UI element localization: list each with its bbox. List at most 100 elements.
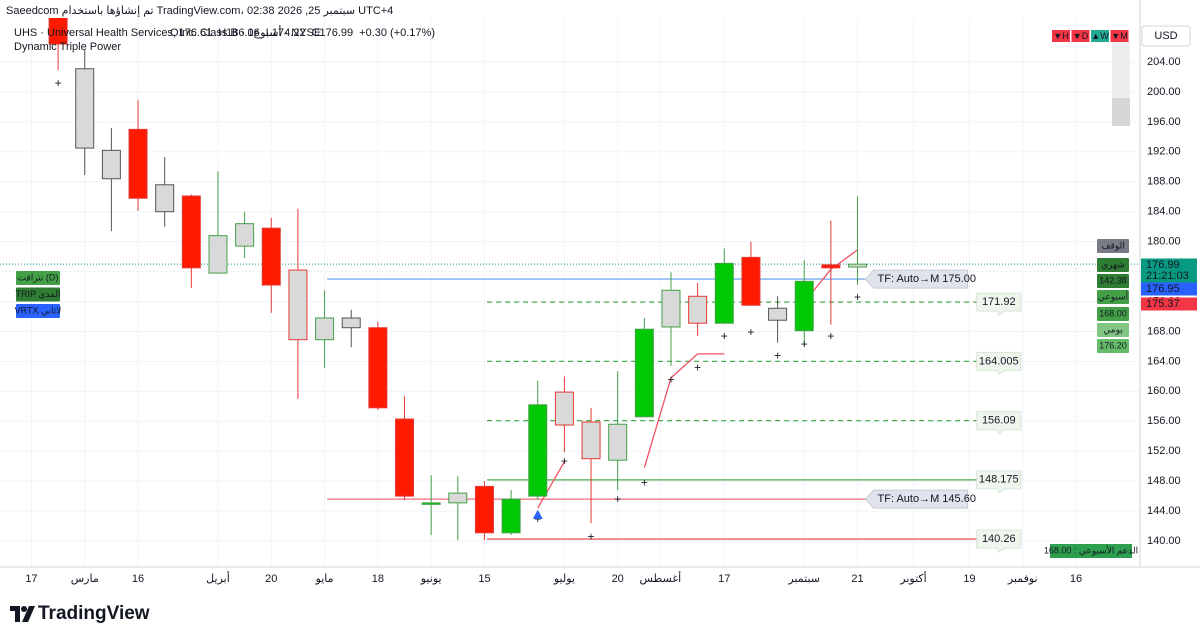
y-tick-label: 164.00 bbox=[1147, 355, 1181, 367]
logo-mark bbox=[10, 606, 35, 622]
signal-marker: + bbox=[694, 360, 701, 374]
level-tag bbox=[864, 489, 969, 509]
y-tick-label: 200.00 bbox=[1147, 86, 1181, 98]
price-tag-label: 176.95 bbox=[1146, 283, 1180, 295]
candle-body bbox=[714, 262, 734, 324]
plot-area: + + + + + + + + + + + + + + bbox=[0, 18, 1140, 543]
side-tag-label: 168.00 bbox=[1099, 308, 1127, 318]
candle-body bbox=[688, 295, 708, 324]
ohlc-value: O176.61 bbox=[170, 27, 212, 39]
side-tag bbox=[1097, 239, 1129, 253]
level-tag bbox=[864, 269, 969, 289]
ohlc-value: L174.22 bbox=[266, 27, 306, 39]
x-tick-label: مارس bbox=[71, 573, 99, 585]
interval-button-label: ▲W bbox=[1091, 31, 1109, 41]
candle-body bbox=[554, 391, 574, 426]
price-tag-label: 175.37 bbox=[1146, 298, 1180, 310]
candle-body bbox=[821, 264, 841, 269]
price-tag-label: 176.99 bbox=[1146, 259, 1180, 271]
price-tag bbox=[1141, 282, 1197, 296]
side-tag-label: 142.38 bbox=[1099, 275, 1127, 285]
candle-body bbox=[448, 492, 468, 504]
side-tag-label: شهري bbox=[1101, 259, 1125, 269]
left-tag bbox=[16, 287, 60, 302]
candle-body bbox=[48, 18, 68, 45]
level-label: 156.09 bbox=[982, 415, 1016, 427]
attribution: Saeedcom تم إنشاؤها باستخدام TradingView… bbox=[6, 5, 393, 17]
candle-body bbox=[368, 327, 388, 409]
x-tick-label: 18 bbox=[372, 573, 384, 585]
y-tick-label: 188.00 bbox=[1147, 176, 1181, 188]
signal-marker: + bbox=[55, 76, 62, 90]
left-tag-label: TRIP المدى bbox=[15, 289, 60, 299]
candle-body bbox=[634, 328, 654, 418]
y-tick-label: 156.00 bbox=[1147, 415, 1181, 427]
x-tick-label: 17 bbox=[718, 573, 730, 585]
signal-marker: + bbox=[801, 337, 808, 351]
candle-body bbox=[288, 269, 308, 341]
y-tick-label: 192.00 bbox=[1147, 146, 1181, 158]
side-tag-label: 176.20 bbox=[1099, 340, 1127, 350]
candle-body bbox=[155, 184, 175, 213]
y-tick-label: 148.00 bbox=[1147, 475, 1181, 487]
level-label: 171.92 bbox=[982, 296, 1016, 308]
left-tag bbox=[16, 304, 60, 318]
indicator: Dynamic Triple Power bbox=[14, 41, 121, 53]
y-tick-label: 144.00 bbox=[1147, 505, 1181, 517]
side-tag bbox=[1097, 258, 1129, 272]
price-tag bbox=[1141, 297, 1197, 311]
y-tick-label: 180.00 bbox=[1147, 236, 1181, 248]
side-tag bbox=[1097, 290, 1129, 304]
x-tick-label: 20 bbox=[265, 573, 277, 585]
level-label: 164.005 bbox=[979, 355, 1019, 367]
signal-marker: + bbox=[534, 512, 541, 526]
candle-body bbox=[848, 263, 868, 268]
candle-body bbox=[501, 498, 521, 534]
signal-marker: + bbox=[641, 476, 648, 490]
candle-body bbox=[581, 421, 601, 460]
left-tag bbox=[16, 271, 60, 285]
candle-body bbox=[101, 149, 121, 180]
interval-button[interactable] bbox=[1110, 30, 1129, 42]
x-tick-label: 21 bbox=[851, 573, 863, 585]
y-tick-label: 152.00 bbox=[1147, 445, 1181, 457]
symbol: UHS · Universal Health Services, Inc. Cl… bbox=[14, 25, 321, 39]
support-label: الدعم الأسبوعي : 168.00 bbox=[1044, 544, 1138, 556]
y-tick-label: 168.00 bbox=[1147, 325, 1181, 337]
currency: USD bbox=[1154, 30, 1177, 42]
level-label: 148.175 bbox=[979, 474, 1019, 486]
side-tag bbox=[1097, 307, 1129, 321]
price-tag bbox=[1141, 258, 1197, 283]
interval-button[interactable] bbox=[1071, 30, 1090, 42]
x-tick-label: يونيو bbox=[420, 573, 442, 585]
left-tag-label: نتراقت (D) bbox=[18, 272, 59, 282]
y-tick-label: 204.00 bbox=[1147, 56, 1181, 68]
level-label: 140.26 bbox=[982, 533, 1016, 545]
left-tag-label: VRTX لاثاني bbox=[15, 305, 62, 315]
side-tag bbox=[1097, 323, 1129, 337]
currency-button[interactable] bbox=[1141, 25, 1191, 47]
side-tag bbox=[1097, 339, 1129, 353]
candle-body bbox=[341, 317, 361, 329]
scroll-thumb[interactable] bbox=[1112, 98, 1130, 126]
grid bbox=[0, 18, 1140, 567]
candle-body bbox=[474, 485, 494, 534]
interval-button-label: ▼H bbox=[1053, 31, 1068, 41]
x-tick-label: سبتمبر bbox=[787, 573, 820, 585]
candle-body bbox=[768, 307, 788, 321]
side-tag bbox=[1097, 274, 1129, 288]
level-tag bbox=[976, 470, 1022, 494]
candle-body bbox=[261, 227, 281, 286]
level-tag bbox=[976, 351, 1022, 376]
x-tick-label: أكتوبر bbox=[899, 571, 926, 585]
interval-button[interactable] bbox=[1052, 30, 1070, 42]
candle-body bbox=[315, 317, 335, 341]
interval-button[interactable] bbox=[1091, 30, 1109, 42]
candle-body bbox=[794, 280, 814, 332]
price-tag-time: 21:21:03 bbox=[1146, 270, 1189, 282]
interval-button-label: ▼M bbox=[1111, 31, 1127, 41]
level-tag bbox=[976, 411, 1022, 435]
candle-body bbox=[395, 418, 415, 497]
